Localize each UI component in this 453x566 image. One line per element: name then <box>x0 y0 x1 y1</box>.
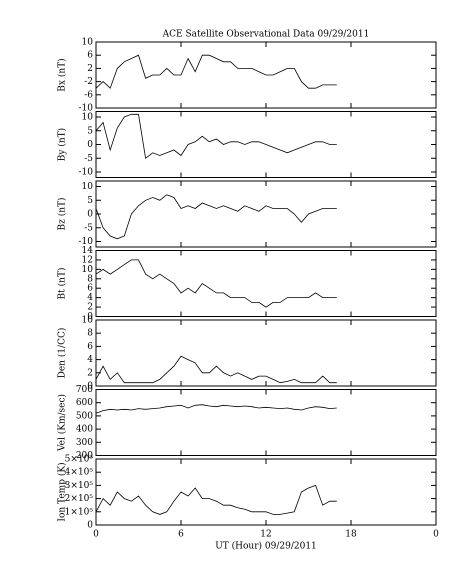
y-tick-label: 1×10⁵ <box>65 507 94 517</box>
y-tick-label: 12 <box>82 255 93 265</box>
y-tick-label: -5 <box>84 154 93 164</box>
data-line <box>95 484 337 515</box>
y-tick-label: 400 <box>76 425 93 435</box>
y-tick-label: 6 <box>87 51 93 61</box>
x-axis-label: UT (Hour) 09/29/2011 <box>215 541 317 552</box>
y-axis-label: Vel (Km/sec) <box>57 394 68 452</box>
y-tick-label: -6 <box>84 90 93 100</box>
y-axis-label: Bz (nT) <box>57 197 68 230</box>
data-line <box>95 259 337 308</box>
y-tick-label: 4 <box>87 293 93 303</box>
y-tick-label: 5 <box>87 126 93 136</box>
y-axis-label: Ion Temp (K) <box>57 462 68 521</box>
data-line <box>95 113 337 160</box>
y-tick-label: 2×10⁵ <box>65 494 94 504</box>
y-tick-label: -5 <box>84 223 93 233</box>
data-line <box>95 194 337 240</box>
panel-frame <box>95 389 437 456</box>
y-tick-label: 10 <box>82 265 94 275</box>
x-tick-label: 0 <box>93 530 99 540</box>
y-tick-label: 8 <box>87 329 93 339</box>
y-tick-label: 700 <box>76 385 93 395</box>
y-tick-label: 2 <box>87 368 93 378</box>
y-tick-label: -10 <box>79 237 94 247</box>
data-line <box>95 54 337 89</box>
y-tick-label: 0 <box>87 312 93 322</box>
x-tick-label: 12 <box>260 530 271 540</box>
y-tick-label: -10 <box>79 168 94 178</box>
x-tick-label: 18 <box>345 530 357 540</box>
y-tick-label: 4 <box>87 355 93 365</box>
y-tick-label: 8 <box>87 274 93 284</box>
y-tick-label: 2 <box>87 303 93 313</box>
y-tick-label: 6 <box>87 342 93 352</box>
y-tick-label: 500 <box>76 411 93 421</box>
data-line <box>95 404 337 414</box>
y-tick-label: 10 <box>82 182 94 192</box>
panel-frame <box>95 458 437 526</box>
y-tick-label: 2 <box>87 64 93 74</box>
y-axis-label: Bx (nT) <box>57 58 68 91</box>
y-tick-label: 200 <box>76 451 93 461</box>
y-tick-label: 14 <box>82 246 94 256</box>
y-tick-label: 4×10⁵ <box>65 468 94 478</box>
y-tick-label: 300 <box>76 438 93 448</box>
y-tick-label: 0 <box>87 382 93 392</box>
y-tick-label: 10 <box>82 113 94 123</box>
y-tick-label: -10 <box>79 104 94 114</box>
chart-title: ACE Satellite Observational Data 09/29/2… <box>162 30 370 40</box>
data-line <box>95 355 337 384</box>
y-tick-label: 0 <box>87 140 93 150</box>
y-tick-label: 600 <box>76 398 93 408</box>
y-tick-label: 0 <box>87 521 93 531</box>
y-tick-label: -2 <box>84 77 93 87</box>
y-axis-label: Den (1/CC) <box>57 328 68 379</box>
panel-frame <box>95 180 437 248</box>
y-axis-label: By (nT) <box>57 128 68 161</box>
y-tick-label: 6 <box>87 284 93 294</box>
y-tick-label: 5×10⁵ <box>65 455 94 465</box>
y-tick-label: 3×10⁵ <box>65 481 94 491</box>
y-tick-label: 0 <box>87 210 93 220</box>
y-tick-label: 5 <box>87 196 93 206</box>
x-tick-label: 0 <box>433 530 439 540</box>
y-tick-label: 10 <box>82 38 94 48</box>
panel-frame <box>95 250 437 317</box>
y-tick-label: 10 <box>82 316 94 326</box>
x-tick-label: 6 <box>178 530 184 540</box>
y-axis-label: Bt (nT) <box>57 268 68 300</box>
